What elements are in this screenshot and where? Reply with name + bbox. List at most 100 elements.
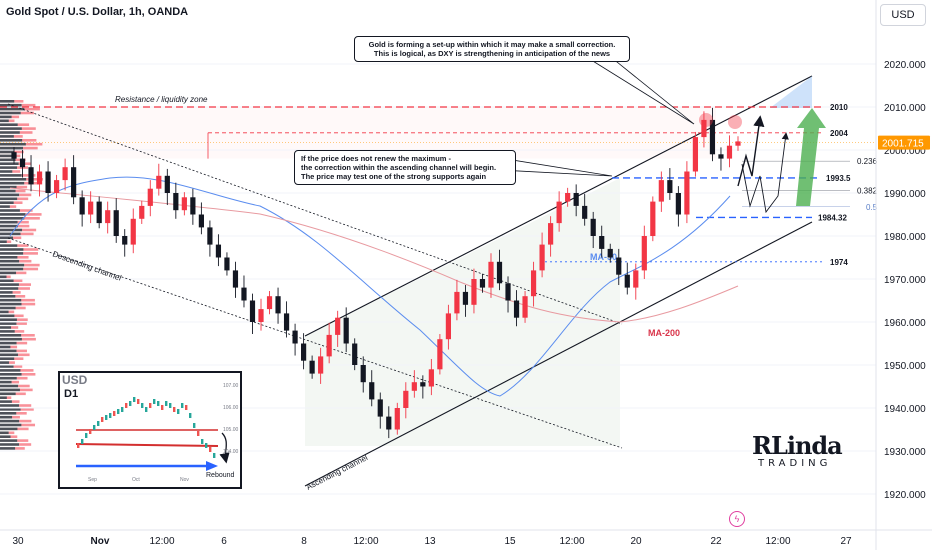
volume-bar-dark bbox=[0, 318, 17, 321]
volume-bar-red bbox=[15, 189, 26, 193]
volume-bar-red bbox=[15, 306, 26, 310]
volume-bar-red bbox=[18, 283, 32, 286]
candle-body bbox=[369, 382, 375, 400]
fib-05-label: 0.5 bbox=[866, 203, 878, 212]
candle-body bbox=[45, 171, 51, 193]
ma200-line bbox=[9, 187, 739, 323]
price-levels: 2010 2004 0.236 1993.5 0.382 0.5 1984.32 1974 Re… bbox=[0, 57, 878, 267]
volume-bar-dark bbox=[0, 158, 16, 162]
candle-body bbox=[292, 330, 298, 344]
volume-bar-dark bbox=[0, 435, 11, 438]
projection-thin-arrow bbox=[741, 132, 789, 214]
x-tick-label: 12:00 bbox=[149, 536, 174, 547]
volume-bar-red bbox=[20, 369, 34, 372]
candle-body bbox=[437, 339, 443, 370]
volume-bar-red bbox=[17, 197, 29, 201]
volume-bar-dark bbox=[0, 415, 13, 419]
candle-body bbox=[318, 356, 324, 374]
candle-body bbox=[641, 236, 647, 271]
volume-bar-dark bbox=[0, 123, 18, 126]
volume-bar-red bbox=[21, 127, 36, 130]
candle-body bbox=[386, 416, 392, 430]
candle-body bbox=[113, 210, 119, 236]
usd-inset-chart: USD D1 107.00 106.00 105.00 104.00 Sep O… bbox=[58, 371, 242, 489]
candle-body bbox=[215, 244, 222, 258]
volume-bar-dark bbox=[0, 341, 17, 345]
inset-ytick-1: 106.00 bbox=[223, 405, 239, 411]
currency-selector[interactable]: USD bbox=[880, 4, 926, 26]
candle-body bbox=[11, 152, 17, 159]
level-2010-label: 2010 bbox=[830, 103, 848, 112]
volume-bar-red bbox=[6, 275, 11, 279]
volume-bar-dark bbox=[0, 326, 12, 329]
channel-top-shade bbox=[770, 76, 812, 108]
candle-body bbox=[530, 270, 537, 297]
inset-candle bbox=[193, 423, 196, 428]
volume-bar-red bbox=[10, 435, 18, 438]
lightning-icon[interactable]: ϟ bbox=[729, 511, 745, 527]
volume-bar-dark bbox=[0, 248, 24, 251]
candle-body bbox=[488, 261, 494, 288]
candle-body bbox=[556, 201, 562, 224]
peak-marker-2 bbox=[728, 115, 742, 129]
candle-body bbox=[139, 205, 145, 219]
volume-bar-red bbox=[8, 119, 15, 123]
candle-body bbox=[309, 360, 315, 374]
current-price-label: 2001.715 bbox=[882, 139, 924, 150]
volume-bar-dark bbox=[0, 201, 14, 204]
candle-body bbox=[684, 171, 690, 215]
peak-marker-1 bbox=[699, 113, 713, 127]
volume-bar-dark bbox=[0, 263, 25, 267]
candle-body bbox=[181, 197, 187, 211]
volume-bar-red bbox=[21, 423, 36, 427]
inset-ytick-2: 105.00 bbox=[223, 427, 239, 433]
y-tick-label: 1940.000 bbox=[884, 404, 926, 415]
inset-candle bbox=[145, 407, 148, 412]
candle-body bbox=[266, 296, 273, 310]
volume-bar-red bbox=[13, 279, 23, 282]
candle-body bbox=[198, 214, 204, 228]
volume-bar-dark bbox=[0, 162, 19, 165]
candle-body bbox=[735, 141, 741, 146]
brand-logo: RLinda TRADING bbox=[752, 434, 843, 470]
candle-body bbox=[28, 167, 34, 185]
volume-bar-red bbox=[19, 419, 32, 423]
candle-body bbox=[445, 313, 451, 340]
volume-bar-red bbox=[24, 217, 40, 220]
volume-bar-dark bbox=[0, 154, 13, 158]
x-tick-label: 27 bbox=[840, 536, 852, 547]
y-tick-label: 1990.000 bbox=[884, 189, 926, 200]
volume-bar-red bbox=[24, 263, 40, 267]
volume-bar-dark bbox=[0, 279, 14, 282]
volume-bar-red bbox=[18, 353, 30, 357]
candle-body bbox=[53, 180, 60, 193]
projection-green-arrow bbox=[796, 108, 826, 206]
level-2004-label: 2004 bbox=[830, 129, 848, 138]
x-tick-label: Nov bbox=[91, 536, 110, 547]
volume-bar-red bbox=[19, 388, 33, 392]
volume-bar-dark bbox=[0, 439, 18, 442]
volume-bar-red bbox=[22, 228, 37, 232]
volume-bar-red bbox=[8, 310, 15, 314]
candle-body bbox=[420, 382, 426, 387]
volume-bar-red bbox=[21, 337, 36, 341]
moving-averages: MA-50 MA-200 bbox=[9, 176, 739, 397]
volume-bar-red bbox=[17, 439, 29, 442]
volume-bar-dark bbox=[0, 103, 22, 107]
candle-body bbox=[616, 257, 622, 275]
inset-candle bbox=[101, 417, 104, 422]
inset-candle bbox=[133, 397, 136, 402]
volume-bar-red bbox=[14, 100, 24, 103]
volume-bar-dark bbox=[0, 224, 18, 228]
candle-body bbox=[428, 369, 434, 387]
volume-bar-dark bbox=[0, 427, 18, 431]
volume-bar-dark bbox=[0, 392, 16, 396]
volume-bar-dark bbox=[0, 142, 26, 146]
current-price-tag bbox=[878, 135, 930, 150]
volume-bar-dark bbox=[0, 115, 12, 119]
candle-body bbox=[62, 167, 68, 181]
inset-candle bbox=[141, 403, 144, 408]
volume-bar-dark bbox=[0, 217, 25, 220]
volume-bar-dark bbox=[0, 150, 15, 154]
inset-down-arrow bbox=[219, 432, 230, 464]
